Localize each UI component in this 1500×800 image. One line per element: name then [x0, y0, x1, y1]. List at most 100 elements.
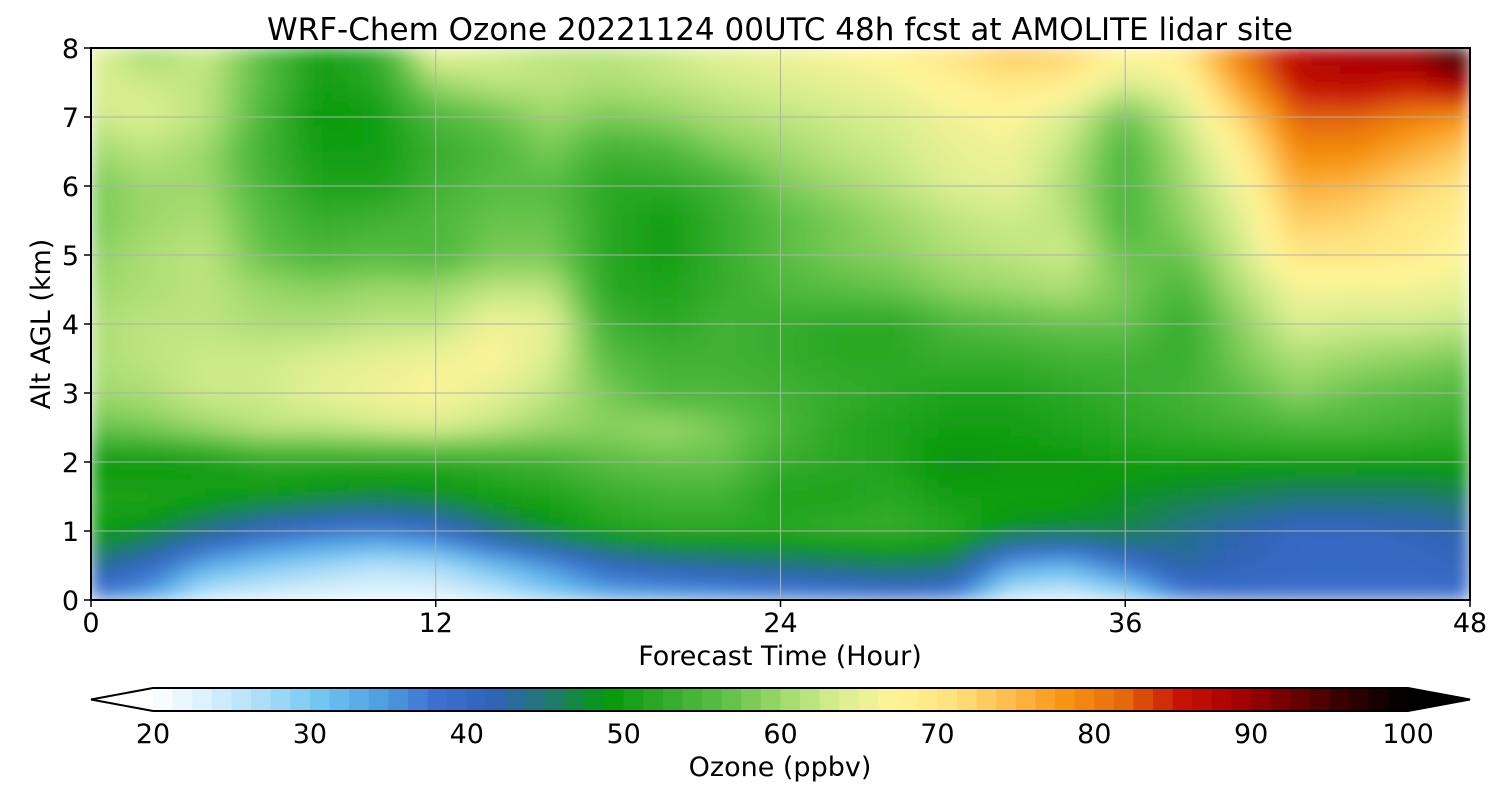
heatmap-cell — [1268, 582, 1284, 592]
heatmap-cell — [377, 573, 394, 584]
heatmap-cell — [392, 392, 408, 403]
heatmap-cell — [392, 547, 408, 558]
heatmap-cell — [334, 504, 351, 515]
heatmap-cell — [894, 151, 911, 161]
heatmap-cell — [463, 435, 480, 446]
heatmap-cell — [851, 159, 868, 170]
heatmap-cell — [305, 228, 322, 239]
heatmap-cell — [133, 151, 149, 161]
heatmap-cell — [1024, 470, 1040, 480]
heatmap-cell — [176, 237, 193, 247]
heatmap-cell — [1182, 573, 1198, 584]
heatmap-cell — [1210, 556, 1227, 567]
heatmap-cell — [564, 349, 580, 360]
heatmap-cell — [938, 401, 954, 411]
heatmap-cell — [248, 547, 264, 558]
heatmap-cell — [981, 418, 997, 429]
heatmap-cell — [104, 228, 121, 239]
heatmap-cell — [320, 349, 336, 360]
heatmap-cell — [952, 547, 968, 558]
heatmap-cell — [1440, 211, 1457, 222]
heatmap-cell — [823, 513, 839, 523]
heatmap-cell — [205, 176, 221, 187]
heatmap-cell — [478, 435, 494, 446]
heatmap-cell — [521, 332, 537, 342]
heatmap-cell — [952, 211, 968, 222]
heatmap-cell — [736, 573, 753, 584]
heatmap-cell — [406, 392, 422, 403]
heatmap-cell — [1182, 349, 1198, 360]
heatmap-cell — [923, 349, 940, 360]
heatmap-cell — [1139, 470, 1155, 480]
heatmap-cell — [1167, 504, 1184, 515]
heatmap-cell — [349, 314, 365, 325]
heatmap-cell — [435, 504, 451, 515]
heatmap-cell — [492, 323, 509, 334]
heatmap-cell — [392, 263, 408, 273]
heatmap-cell — [406, 211, 422, 222]
heatmap-cell — [1182, 228, 1198, 239]
heatmap-cell — [291, 340, 307, 351]
heatmap-cell — [894, 271, 911, 282]
heatmap-cell — [176, 496, 193, 506]
heatmap-cell — [607, 418, 623, 429]
heatmap-cell — [248, 444, 264, 454]
heatmap-cell — [665, 280, 681, 291]
heatmap-cell — [851, 590, 868, 600]
heatmap-cell — [1153, 202, 1169, 213]
heatmap-cell — [363, 487, 379, 498]
heatmap-cell — [1311, 289, 1327, 299]
heatmap-cell — [578, 547, 595, 558]
heatmap-cell — [377, 168, 394, 178]
heatmap-cell — [1182, 202, 1198, 213]
heatmap-cell — [1110, 194, 1126, 204]
heatmap-cell — [1325, 228, 1342, 239]
heatmap-cell — [722, 168, 738, 178]
heatmap-cell — [1110, 565, 1126, 575]
heatmap-cell — [205, 194, 221, 204]
heatmap-cell — [722, 392, 738, 403]
heatmap-cell — [650, 194, 667, 204]
heatmap-cell — [162, 521, 178, 532]
heatmap-cell — [1311, 556, 1327, 567]
heatmap-cell — [119, 332, 135, 342]
heatmap-cell — [1268, 176, 1284, 187]
heatmap-cell — [191, 521, 207, 532]
heatmap-cell — [521, 401, 537, 411]
heatmap-cell — [938, 513, 954, 523]
heatmap-cell — [1440, 228, 1457, 239]
heatmap-cell — [1412, 392, 1428, 403]
heatmap-cell — [262, 211, 279, 222]
heatmap-cell — [507, 487, 523, 498]
heatmap-cell — [248, 427, 264, 437]
heatmap-cell — [234, 254, 250, 265]
heatmap-cell — [119, 435, 135, 446]
heatmap-cell — [277, 340, 293, 351]
heatmap-cell — [1354, 220, 1370, 230]
heatmap-cell — [463, 539, 480, 549]
heatmap-cell — [665, 590, 681, 600]
heatmap-cell — [1009, 211, 1026, 222]
heatmap-cell — [1268, 461, 1284, 472]
heatmap-cell — [262, 573, 279, 584]
heatmap-cell — [492, 297, 509, 308]
heatmap-cell — [162, 314, 178, 325]
heatmap-cell — [1038, 392, 1054, 403]
heatmap-cell — [765, 496, 781, 506]
heatmap-cell — [1426, 168, 1442, 178]
heatmap-cell — [1124, 401, 1141, 411]
heatmap-cell — [1067, 539, 1083, 549]
heatmap-cell — [363, 323, 379, 334]
heatmap-cell — [636, 496, 652, 506]
heatmap-cell — [320, 332, 336, 342]
heatmap-cell — [1254, 478, 1270, 489]
heatmap-cell — [91, 332, 106, 342]
heatmap-cell — [708, 151, 724, 161]
heatmap-cell — [1412, 556, 1428, 567]
heatmap-cell — [1081, 349, 1098, 360]
heatmap-cell — [262, 323, 279, 334]
heatmap-cell — [277, 496, 293, 506]
heatmap-cell — [334, 461, 351, 472]
heatmap-cell — [1239, 297, 1256, 308]
heatmap-cell — [765, 547, 781, 558]
